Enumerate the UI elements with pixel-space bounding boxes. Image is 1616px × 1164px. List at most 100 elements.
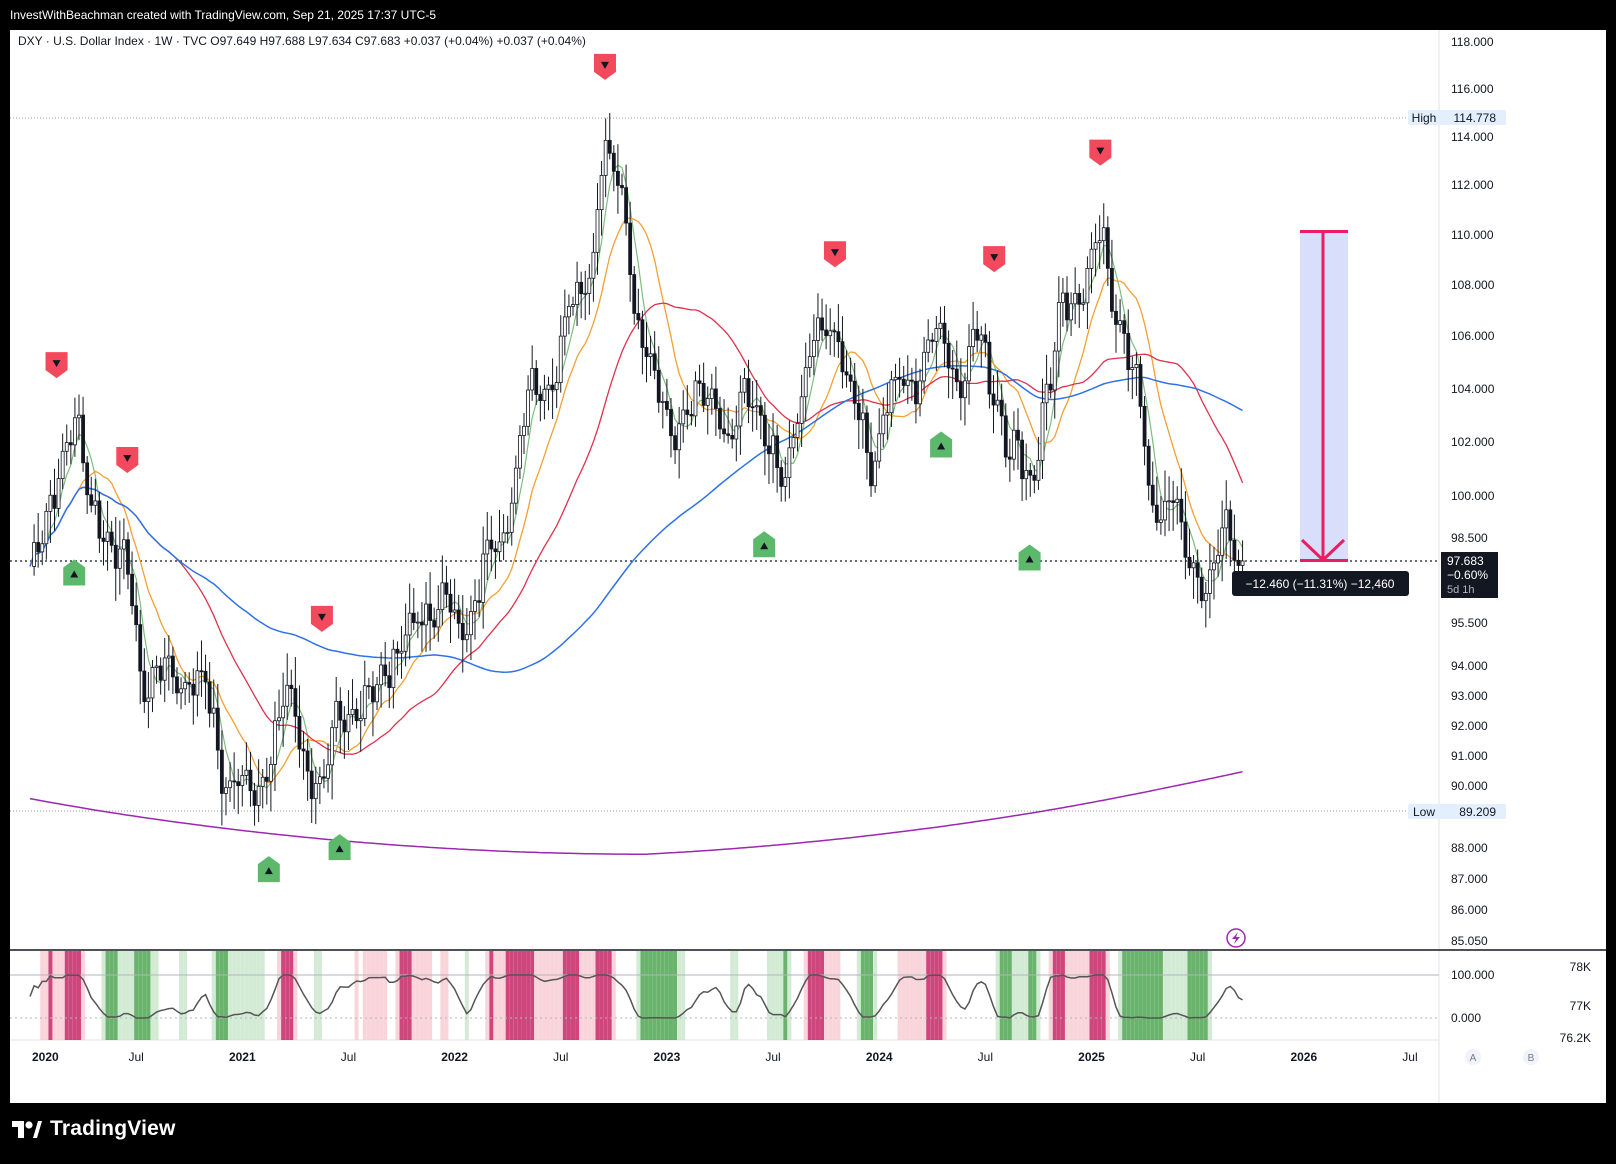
candle-body — [954, 368, 959, 383]
candle-body — [1040, 402, 1045, 461]
candle-body — [901, 378, 906, 386]
buy-signal-marker[interactable] — [1018, 544, 1041, 571]
time-axis-year: 2022 — [441, 1050, 468, 1064]
oscillator-band — [820, 951, 825, 1040]
buy-signal-marker[interactable] — [930, 431, 953, 458]
candle-body — [358, 718, 363, 722]
oscillator-band — [101, 951, 106, 1040]
candle-body — [787, 447, 792, 479]
oscillator-band — [1069, 951, 1074, 1040]
candle-body — [117, 548, 122, 569]
sell-signal-marker[interactable] — [593, 53, 616, 80]
oscillator-band — [938, 951, 943, 1040]
price-axis[interactable]: 118.000 116.000 114.000 112.000 110.000 108.0… — [1451, 35, 1495, 948]
price-axis-tick: 85.050 — [1451, 934, 1488, 948]
oscillator-band — [497, 951, 502, 1040]
candle-body — [1114, 310, 1118, 325]
oscillator-band — [1056, 951, 1061, 1040]
sell-signal-marker[interactable] — [45, 352, 68, 379]
log-scale-button[interactable]: B — [1523, 1049, 1539, 1065]
buy-signal-marker[interactable] — [753, 531, 776, 558]
oscillator-band — [1093, 951, 1098, 1040]
auto-scale-button[interactable]: A — [1465, 1049, 1481, 1065]
candle-body — [1081, 302, 1086, 305]
sell-signal-marker[interactable] — [983, 246, 1006, 273]
candle-body — [730, 434, 735, 440]
signal-markers[interactable] — [45, 53, 1112, 883]
oscillator-band — [673, 951, 678, 1040]
symbol-legend[interactable]: DXY · U.S. Dollar Index · 1W · TVC O97.6… — [18, 34, 586, 48]
candle-body — [522, 425, 526, 436]
sell-signal-marker[interactable] — [310, 605, 333, 632]
oscillator-band — [1028, 951, 1033, 1040]
candle-body — [1012, 429, 1016, 460]
candle-body — [170, 655, 175, 678]
oscillator-band — [1150, 951, 1155, 1040]
candle-body — [175, 676, 179, 694]
lightning-icon[interactable] — [1226, 928, 1246, 948]
oscillator-band — [534, 951, 539, 1040]
oscillator-band — [68, 951, 73, 1040]
sell-signal-marker[interactable] — [1089, 139, 1112, 166]
candle-body — [371, 686, 375, 703]
oscillator-band — [787, 951, 792, 1040]
candle-body — [338, 700, 343, 721]
tradingview-logo[interactable]: TradingView — [12, 1117, 176, 1141]
oscillator-band — [1024, 951, 1029, 1040]
candle-body — [746, 378, 751, 408]
price-axis-tick: 91.000 — [1451, 749, 1488, 763]
oscillator-band — [546, 951, 551, 1040]
candle-body — [685, 409, 690, 415]
chart-canvas[interactable]: −12.460 (−11.31%) −12,460 118.000 116.000… — [10, 30, 1606, 1103]
oscillator-band — [293, 951, 298, 1040]
oscillator-band — [607, 951, 612, 1040]
candle-body — [840, 341, 845, 373]
buy-signal-marker[interactable] — [257, 856, 280, 883]
sell-signal-marker[interactable] — [823, 241, 846, 268]
candle-body — [832, 330, 837, 333]
oscillator-band — [493, 951, 498, 1040]
time-axis[interactable]: 2020 Jul 2021 Jul 2022 Jul 2023 Jul 2024 Jul 2025 J… — [32, 1050, 1418, 1064]
buy-signal-marker[interactable] — [328, 834, 351, 861]
price-axis-tick: 104.000 — [1451, 382, 1495, 396]
time-axis-year: 2023 — [654, 1050, 681, 1064]
sell-signal-marker[interactable] — [116, 446, 139, 473]
candle-body — [32, 542, 36, 567]
oscillator-axis[interactable]: 100.000 0.000 78K 77K 76.2K — [1451, 960, 1591, 1045]
candle-body — [1167, 500, 1171, 503]
oscillator-band — [1105, 951, 1110, 1040]
candle-body — [856, 402, 861, 421]
oscillator-band — [922, 951, 927, 1040]
candle-body — [762, 414, 767, 447]
candle-body — [767, 445, 771, 455]
measure-tool[interactable] — [1300, 230, 1348, 563]
buy-signal-marker[interactable] — [63, 559, 86, 586]
oscillator-band — [281, 951, 286, 1040]
oscillator-band — [1142, 951, 1147, 1040]
candle-body — [436, 609, 441, 628]
candle-body — [562, 316, 567, 337]
oscillator-band — [285, 951, 290, 1040]
ma-red-line — [29, 302, 1244, 755]
chart-frame[interactable]: −12.460 (−11.31%) −12,460 118.000 116.000… — [10, 30, 1606, 1103]
candle-body — [1110, 267, 1114, 312]
candle-body — [1220, 527, 1225, 556]
candle-body — [709, 388, 714, 399]
oscillator-band — [636, 951, 641, 1040]
oscillator-band — [72, 951, 77, 1040]
oscillator-band — [517, 951, 522, 1040]
oscillator-band — [930, 951, 935, 1040]
time-axis-month: Jul — [128, 1050, 143, 1064]
candle-body — [705, 398, 710, 406]
time-axis-month: Jul — [1190, 1050, 1205, 1064]
candle-body — [1024, 470, 1029, 480]
oscillator-band — [48, 951, 53, 1040]
time-axis-year: 2024 — [866, 1050, 893, 1064]
candle-body — [995, 399, 1000, 406]
oscillator-band — [1122, 951, 1127, 1040]
tradingview-logo-icon — [12, 1120, 42, 1138]
candle-body — [1036, 459, 1041, 481]
candle-body — [68, 442, 73, 446]
candlestick-series[interactable] — [32, 112, 1245, 826]
candle-body — [926, 339, 931, 353]
